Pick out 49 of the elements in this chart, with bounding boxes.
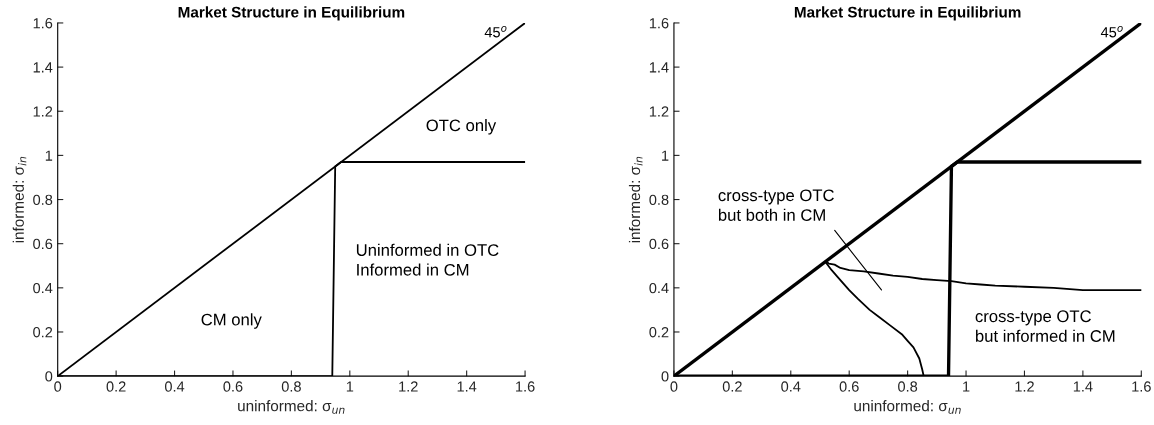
x-tick-label: 0.6	[223, 381, 243, 392]
chart-title: Market Structure in Equilibrium	[794, 6, 1021, 21]
x-axis-title: uninformed: σ$_{un}$	[854, 400, 961, 414]
x-tick-label: 1.6	[516, 381, 535, 392]
y-axis-title: informed: σ$_{in}$	[12, 156, 27, 243]
annotation: 45$^{o}$	[1100, 25, 1123, 38]
y-tick-label: 1	[662, 150, 669, 161]
x-tick-label: 0.2	[722, 381, 742, 392]
x-tick-label: 1.4	[457, 381, 477, 392]
x-tick-label: 0.8	[898, 381, 918, 392]
x-tick-label: 1	[346, 381, 354, 392]
y-tick-label: 0	[661, 371, 669, 382]
y-tick-label: 0	[45, 371, 53, 382]
y-tick-label: 0.2	[33, 327, 53, 338]
x-tick-label: 0.8	[281, 381, 301, 392]
x-tick-label: 0.2	[106, 381, 126, 392]
annotation: cross-type OTC but both in CM	[718, 189, 834, 221]
y-tick-label: 1.4	[649, 62, 669, 73]
x-tick-label: 1.4	[1073, 381, 1093, 392]
y-tick-label: 1.6	[649, 18, 669, 29]
y-axis-title: informed: σ$_{in}$	[628, 156, 643, 243]
x-tick-label: 1.6	[1132, 381, 1151, 392]
x-tick-label: 0.4	[164, 381, 185, 392]
x-tick-label: 1	[963, 381, 970, 392]
x-tick-label: 0.6	[839, 381, 859, 392]
chart-title: Market Structure in Equilibrium	[178, 6, 405, 21]
x-tick-label: 0.4	[781, 381, 801, 392]
y-tick-label: 1.2	[649, 106, 669, 117]
x-tick-label: 1.2	[1015, 381, 1034, 392]
annotation: cross-type OTC but informed in CM	[975, 310, 1115, 342]
annotation: Uninformed in OTC Informed in CM	[356, 243, 499, 276]
y-tick-label: 1.4	[33, 62, 53, 73]
y-tick-label: 0.2	[649, 327, 669, 338]
annotation: CM only	[201, 313, 262, 329]
x-tick-label: 1.2	[399, 381, 418, 392]
y-tick-label: 1.6	[33, 18, 53, 29]
x-tick-label: 0	[670, 381, 678, 392]
y-tick-label: 0.4	[33, 282, 53, 294]
y-tick-label: 0.6	[33, 238, 53, 250]
annotation: 45$^{o}$	[484, 25, 507, 38]
x-axis-title: uninformed: σ$_{un}$	[238, 400, 345, 414]
annotation: OTC only	[426, 119, 497, 135]
y-tick-label: 0.6	[649, 238, 669, 250]
y-tick-label: 0.4	[649, 282, 669, 294]
y-tick-label: 0.8	[649, 194, 669, 205]
y-tick-label: 1	[45, 150, 53, 161]
x-tick-label: 0	[54, 381, 62, 392]
y-tick-label: 1.2	[33, 106, 53, 117]
y-tick-label: 0.8	[33, 194, 53, 205]
